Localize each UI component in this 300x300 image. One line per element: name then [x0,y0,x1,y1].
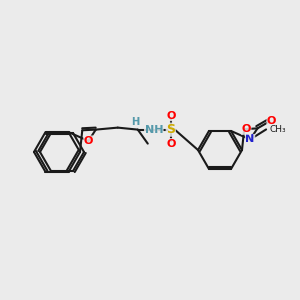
Text: O: O [84,136,93,146]
Text: N: N [245,134,255,144]
Text: H: H [131,117,139,127]
Text: O: O [166,111,176,121]
Text: O: O [267,116,276,126]
Text: O: O [242,124,251,134]
Text: O: O [166,111,176,121]
Text: S: S [166,123,175,136]
Text: O: O [166,139,176,148]
Text: NH: NH [145,124,163,135]
Text: NH: NH [145,124,163,135]
Text: O: O [84,136,93,146]
Text: S: S [166,123,175,136]
Text: H: H [131,117,139,127]
Text: CH₃: CH₃ [269,125,286,134]
Text: N: N [245,134,255,144]
Text: O: O [242,124,251,134]
Text: O: O [267,116,276,126]
Text: O: O [166,139,176,148]
